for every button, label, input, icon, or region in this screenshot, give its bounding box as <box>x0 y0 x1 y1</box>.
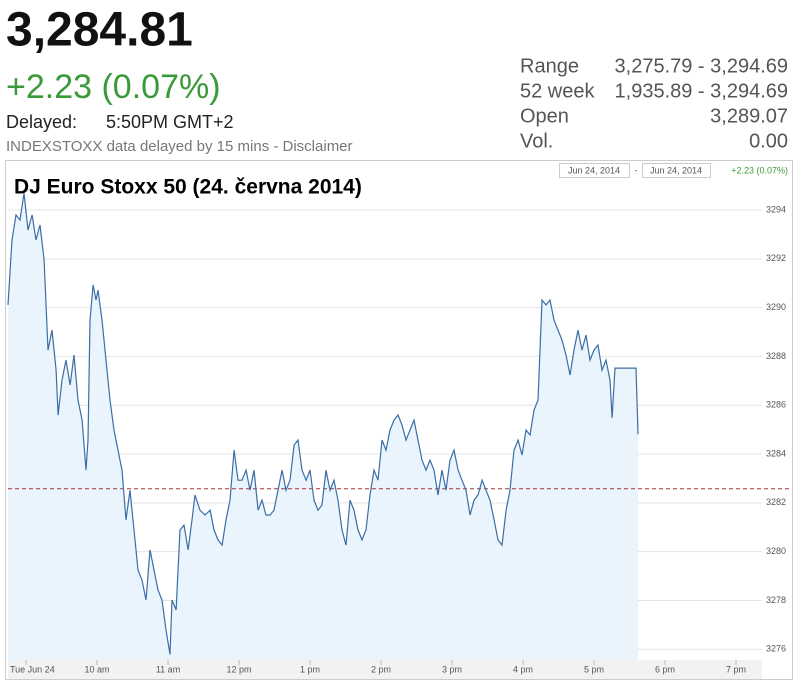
y-tick-label: 3284 <box>766 448 786 458</box>
x-axis-band <box>8 660 762 679</box>
chart-title: DJ Euro Stoxx 50 (24. června 2014) <box>14 176 362 199</box>
stats: Range 3,275.79 - 3,294.69 52 week 1,935.89 … <box>520 55 788 152</box>
x-tick-label: 3 pm <box>442 664 462 674</box>
stat-label: Open <box>520 105 569 127</box>
stat-value: 1,935.89 - 3,294.69 <box>615 80 788 102</box>
x-tick-label: 11 am <box>156 664 180 674</box>
change: +2.23 (0.07%) <box>6 68 221 106</box>
x-tick-label: 1 pm <box>300 664 320 674</box>
y-tick-label: 3280 <box>766 546 786 556</box>
stat-label: Range <box>520 55 579 77</box>
range-end: Jun 24, 2014 <box>650 165 702 175</box>
stat-value: 3,289.07 <box>710 105 788 127</box>
stat-value: 3,275.79 - 3,294.69 <box>615 55 788 77</box>
y-tick-label: 3278 <box>766 595 786 605</box>
range-start: Jun 24, 2014 <box>568 165 620 175</box>
x-tick-label: 4 pm <box>513 664 533 674</box>
x-tick-label: 6 pm <box>655 664 675 674</box>
stat-label: Vol. <box>520 130 553 152</box>
x-tick-label: 5 pm <box>584 664 604 674</box>
range-box[interactable] <box>642 163 711 178</box>
stat-label: 52 week <box>520 80 595 102</box>
range-change: +2.23 (0.07%) <box>731 165 788 175</box>
stat-value: 0.00 <box>749 130 788 152</box>
y-tick-label: 3294 <box>766 204 786 214</box>
x-tick-label: Tue Jun 24 <box>10 664 55 674</box>
price: 3,284.81 <box>6 4 193 57</box>
source[interactable]: INDEXSTOXX data delayed by 15 mins - Dis… <box>6 138 353 155</box>
y-tick-label: 3282 <box>766 497 786 507</box>
x-tick-label: 7 pm <box>726 664 746 674</box>
delayed-time: 5:50PM GMT+2 <box>106 112 234 132</box>
range-separator: - <box>635 165 638 175</box>
range-box[interactable] <box>559 163 630 178</box>
delayed-label: Delayed: <box>6 112 77 132</box>
price-line <box>7 193 639 655</box>
y-tick-label: 3288 <box>766 351 786 361</box>
x-tick-label: 12 pm <box>227 664 252 674</box>
plot: 3276 3278 3280 3282 3284 3286 3288 3290 3292 3294 <box>7 193 792 660</box>
x-tick-label: 10 am <box>85 664 110 674</box>
y-tick-label: 3286 <box>766 400 786 410</box>
area-fill <box>8 193 639 660</box>
x-tick-label: 2 pm <box>371 664 391 674</box>
y-tick-label: 3292 <box>766 253 786 263</box>
y-tick-label: 3290 <box>766 302 786 312</box>
y-tick-label: 3276 <box>766 644 786 654</box>
